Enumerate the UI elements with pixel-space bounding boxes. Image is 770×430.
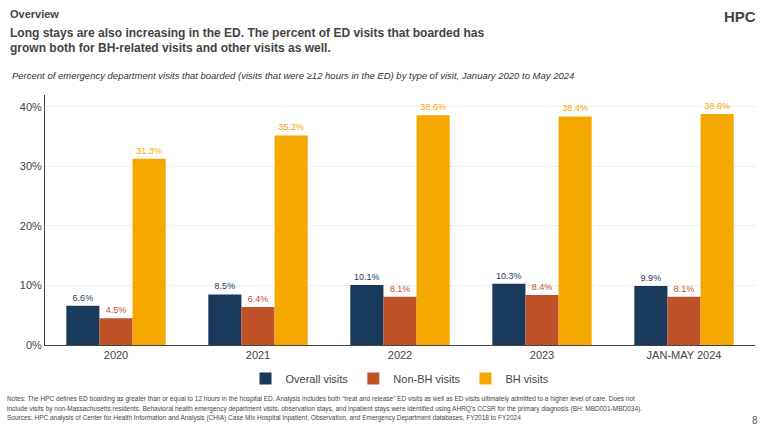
svg-text:10.3%: 10.3% [496,271,522,281]
svg-text:35.2%: 35.2% [278,122,304,132]
svg-text:2020: 2020 [104,349,128,361]
svg-text:40%: 40% [20,101,42,113]
svg-text:31.3%: 31.3% [136,146,162,156]
svg-text:Overall visits: Overall visits [286,373,349,385]
svg-text:9.9%: 9.9% [641,273,662,283]
svg-text:8: 8 [752,415,758,426]
svg-text:38.6%: 38.6% [420,102,446,112]
svg-text:2021: 2021 [246,349,270,361]
svg-text:Sources: HPC analysis of Cente: Sources: HPC analysis of Center for Heal… [7,414,521,422]
svg-text:Long stays are also increasing: Long stays are also increasing in the ED… [10,26,484,56]
svg-text:Notes: The HPC defines ED boar: Notes: The HPC defines ED boarding as gr… [7,395,635,403]
svg-text:8.1%: 8.1% [674,284,695,294]
svg-text:20%: 20% [20,220,42,232]
svg-text:Percent of emergency departmen: Percent of emergency department visits t… [12,70,574,81]
svg-text:JAN-MAY 2024: JAN-MAY 2024 [647,349,722,361]
svg-text:8.4%: 8.4% [532,282,553,292]
svg-text:6.4%: 6.4% [248,294,269,304]
svg-text:10.1%: 10.1% [354,272,380,282]
svg-text:0%: 0% [26,339,42,351]
svg-text:HPC: HPC [724,8,756,25]
svg-text:Overview: Overview [10,8,59,20]
svg-text:2023: 2023 [530,349,554,361]
svg-text:4.5%: 4.5% [106,305,127,315]
svg-text:Non-BH visits: Non-BH visits [393,373,460,385]
svg-text:8.1%: 8.1% [390,284,411,294]
svg-text:8.5%: 8.5% [215,281,236,291]
svg-text:10%: 10% [20,279,42,291]
svg-text:38.8%: 38.8% [704,101,730,111]
svg-text:include visits by non-Massachu: include visits by non-Massachusetts resi… [7,405,642,413]
svg-text:6.6%: 6.6% [73,293,94,303]
svg-text:30%: 30% [20,160,42,172]
svg-text:38.4%: 38.4% [562,103,588,113]
svg-text:2022: 2022 [388,349,412,361]
svg-text:BH visits: BH visits [505,373,548,385]
